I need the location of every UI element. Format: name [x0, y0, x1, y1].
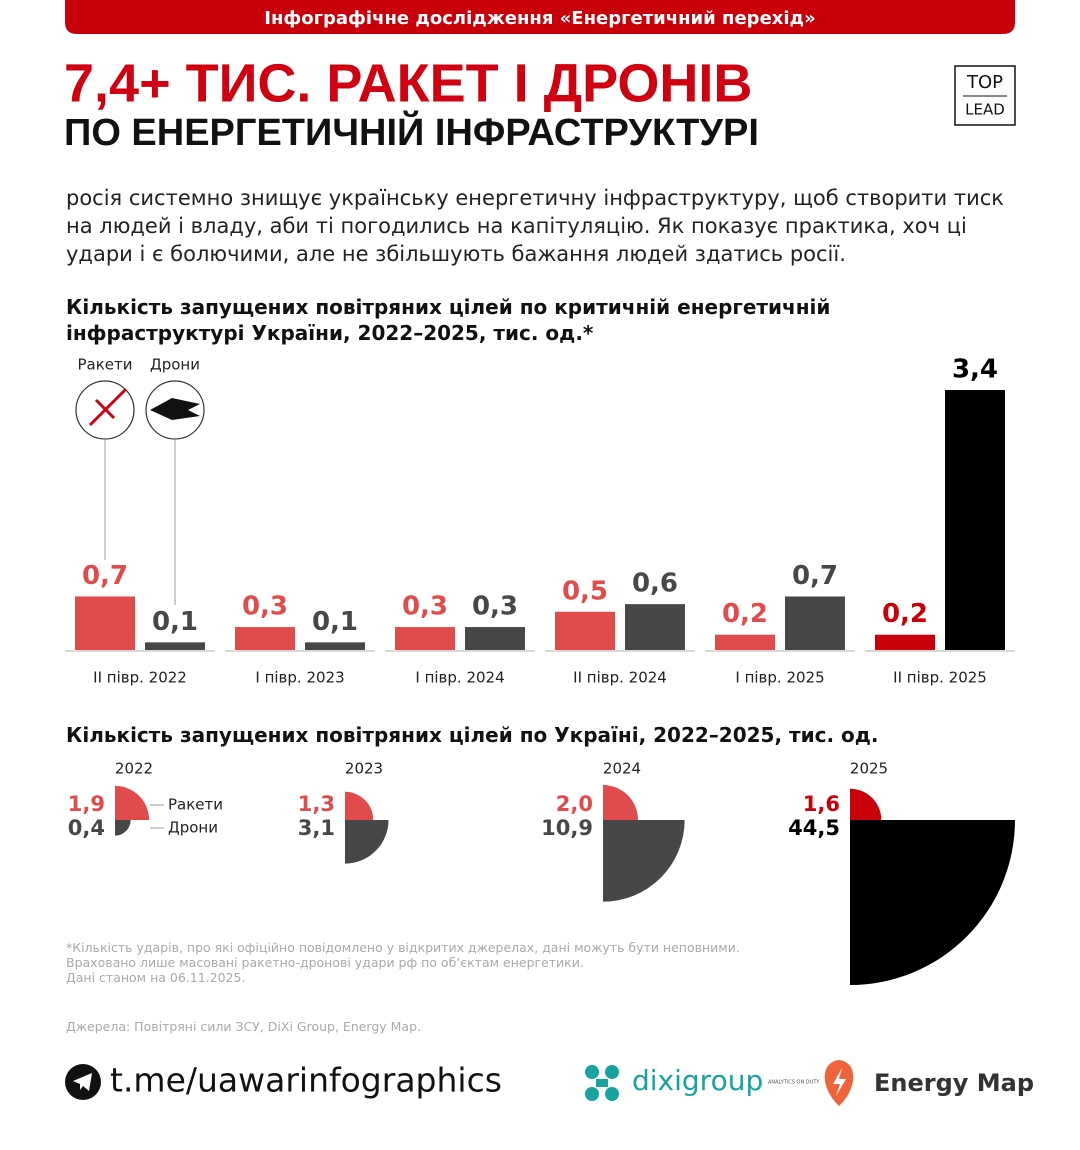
x-tick-label: І півр. 2024	[415, 669, 504, 687]
quarter-circle	[115, 820, 131, 836]
logo: LEAD	[965, 101, 1005, 119]
value-label: 0,5	[562, 576, 608, 606]
legend-label: Ракети	[77, 356, 132, 374]
dixi-logo	[585, 1065, 619, 1101]
value-label: 0,3	[242, 592, 288, 622]
bar	[625, 604, 685, 650]
quarter-circle	[345, 791, 374, 820]
value-label: 0,1	[312, 607, 358, 637]
title: ПО ЕНЕРГЕТИЧНІЙ ІНФРАСТРУКТУРІ	[64, 109, 759, 154]
category-label: 2024	[603, 760, 641, 778]
bar	[305, 642, 365, 650]
energy-map-name: Energy Map	[874, 1069, 1034, 1097]
sources: Джерела: Повітряні сили ЗСУ, DiXi Group,…	[66, 1019, 422, 1034]
value-label: 1,6	[803, 792, 840, 816]
quarter-circle	[850, 788, 882, 820]
value-label: 0,3	[402, 592, 448, 622]
bar	[715, 634, 775, 650]
value-label: 2,0	[556, 792, 593, 816]
value-label: 0,2	[722, 599, 768, 629]
quarter-circle	[603, 820, 685, 902]
quarter-circle	[850, 820, 1015, 985]
value-label: 10,9	[541, 816, 593, 840]
dixi-tag: ANALYTICS ON DUTY	[768, 1080, 820, 1086]
bolt	[833, 1068, 846, 1096]
legend-label: Ракети	[168, 796, 223, 814]
footnote: Враховано лише масовані ракетно-дронові …	[66, 955, 584, 970]
value-label: 0,7	[792, 561, 838, 591]
chart-title: Кількість запущених повітряних цілей по …	[66, 723, 879, 747]
x-tick-label: ІІ півр. 2022	[93, 669, 187, 687]
bar	[465, 627, 525, 650]
value-label: 1,9	[68, 792, 105, 816]
title: 7,4+ ТИС. РАКЕТ І ДРОНІВ	[64, 53, 752, 113]
footnotes: *Кількість ударів, про які офіційно пові…	[66, 940, 866, 985]
x-tick-label: ІІ півр. 2025	[893, 669, 987, 687]
legend-label: Дрони	[168, 819, 218, 837]
missile-icon	[88, 387, 128, 427]
dixi-name: dixigroup	[632, 1064, 763, 1097]
logo-box	[954, 65, 1016, 126]
bar	[75, 596, 135, 650]
logo: TOP	[966, 72, 1003, 93]
value-label: 0,1	[152, 607, 198, 637]
bar	[145, 642, 205, 650]
value-label: 0,4	[68, 816, 105, 840]
bar	[235, 627, 295, 650]
intro: росія системно знищує українську енергет…	[66, 186, 1004, 266]
quarter-circle	[115, 785, 150, 820]
value-label: 3,4	[952, 355, 998, 385]
bar	[785, 596, 845, 650]
category-label: 2023	[345, 760, 383, 778]
x-tick-label: І півр. 2025	[735, 669, 824, 687]
value-label: 1,3	[298, 792, 335, 816]
quarter-circle	[345, 820, 389, 864]
value-label: 0,3	[472, 592, 518, 622]
chart-title: Кількість запущених повітряних цілей по …	[66, 295, 831, 345]
x-tick-label: І півр. 2023	[255, 669, 344, 687]
category-label: 2025	[850, 760, 888, 778]
drone-icon	[150, 398, 200, 420]
header: Інфографічне дослідження «Енергетичний п…	[264, 8, 815, 29]
value-label: 44,5	[788, 816, 840, 840]
value-label: 0,2	[882, 599, 928, 629]
bar	[945, 390, 1005, 650]
value-label: 0,6	[632, 569, 678, 599]
telegram-plane	[73, 1073, 92, 1091]
bar	[395, 627, 455, 650]
bar	[875, 634, 935, 650]
legend-label: Дрони	[150, 356, 200, 374]
quarter-circle	[603, 785, 638, 820]
value-label: 3,1	[298, 816, 335, 840]
value-label: 0,7	[82, 561, 128, 591]
header-bar	[65, 0, 1015, 34]
bar	[555, 611, 615, 650]
footnote: Дані станом на 06.11.2025.	[66, 970, 246, 985]
x-tick-label: ІІ півр. 2024	[573, 669, 667, 687]
category-label: 2022	[115, 760, 153, 778]
telegram-link[interactable]: t.me/uawarinfographics	[110, 1061, 502, 1100]
footnote: *Кількість ударів, про які офіційно пові…	[66, 940, 740, 955]
